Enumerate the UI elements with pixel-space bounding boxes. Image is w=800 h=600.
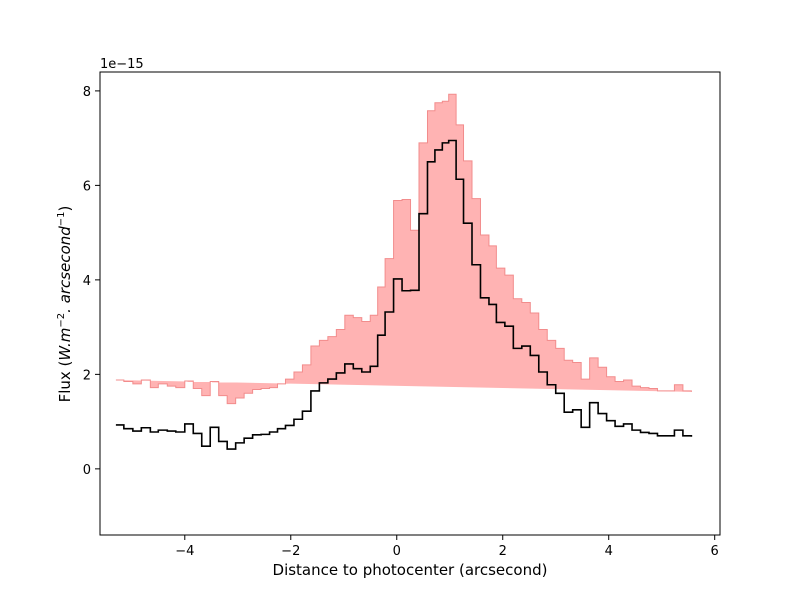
y-axis-ticks: 0 2 4 6 8 — [83, 85, 100, 478]
x-tick-label: 6 — [711, 544, 719, 559]
y-label-exp2: −1 — [56, 211, 67, 226]
y-tick-label: 2 — [83, 368, 91, 383]
y-label-mid: . arcsecond — [56, 226, 74, 313]
x-tick-label: 4 — [605, 544, 613, 559]
y-tick-label: 0 — [83, 463, 91, 478]
plot-area — [115, 93, 693, 450]
uncertainty-band — [115, 93, 692, 405]
y-offset-text: 1e−15 — [100, 57, 144, 72]
x-tick-label: −4 — [175, 544, 194, 559]
x-tick-label: 0 — [393, 544, 401, 559]
y-axis-label: Flux (W.m−2. arcsecond−1) — [56, 206, 74, 403]
y-label-prefix: Flux ( — [56, 361, 74, 403]
y-label-suffix: ) — [56, 206, 74, 212]
y-label-unit: W.m — [56, 328, 74, 361]
y-tick-label: 6 — [83, 179, 91, 194]
y-tick-label: 4 — [83, 274, 91, 289]
x-axis-label: Distance to photocenter (arcsecond) — [273, 561, 548, 579]
x-tick-label: 2 — [499, 544, 507, 559]
y-tick-label: 8 — [83, 85, 91, 100]
axes-frame — [99, 71, 721, 536]
y-label-exp1: −2 — [56, 313, 67, 328]
x-axis-ticks: −4 −2 0 2 4 6 — [175, 535, 719, 559]
x-tick-label: −2 — [281, 544, 300, 559]
flux-step-line — [115, 139, 693, 450]
